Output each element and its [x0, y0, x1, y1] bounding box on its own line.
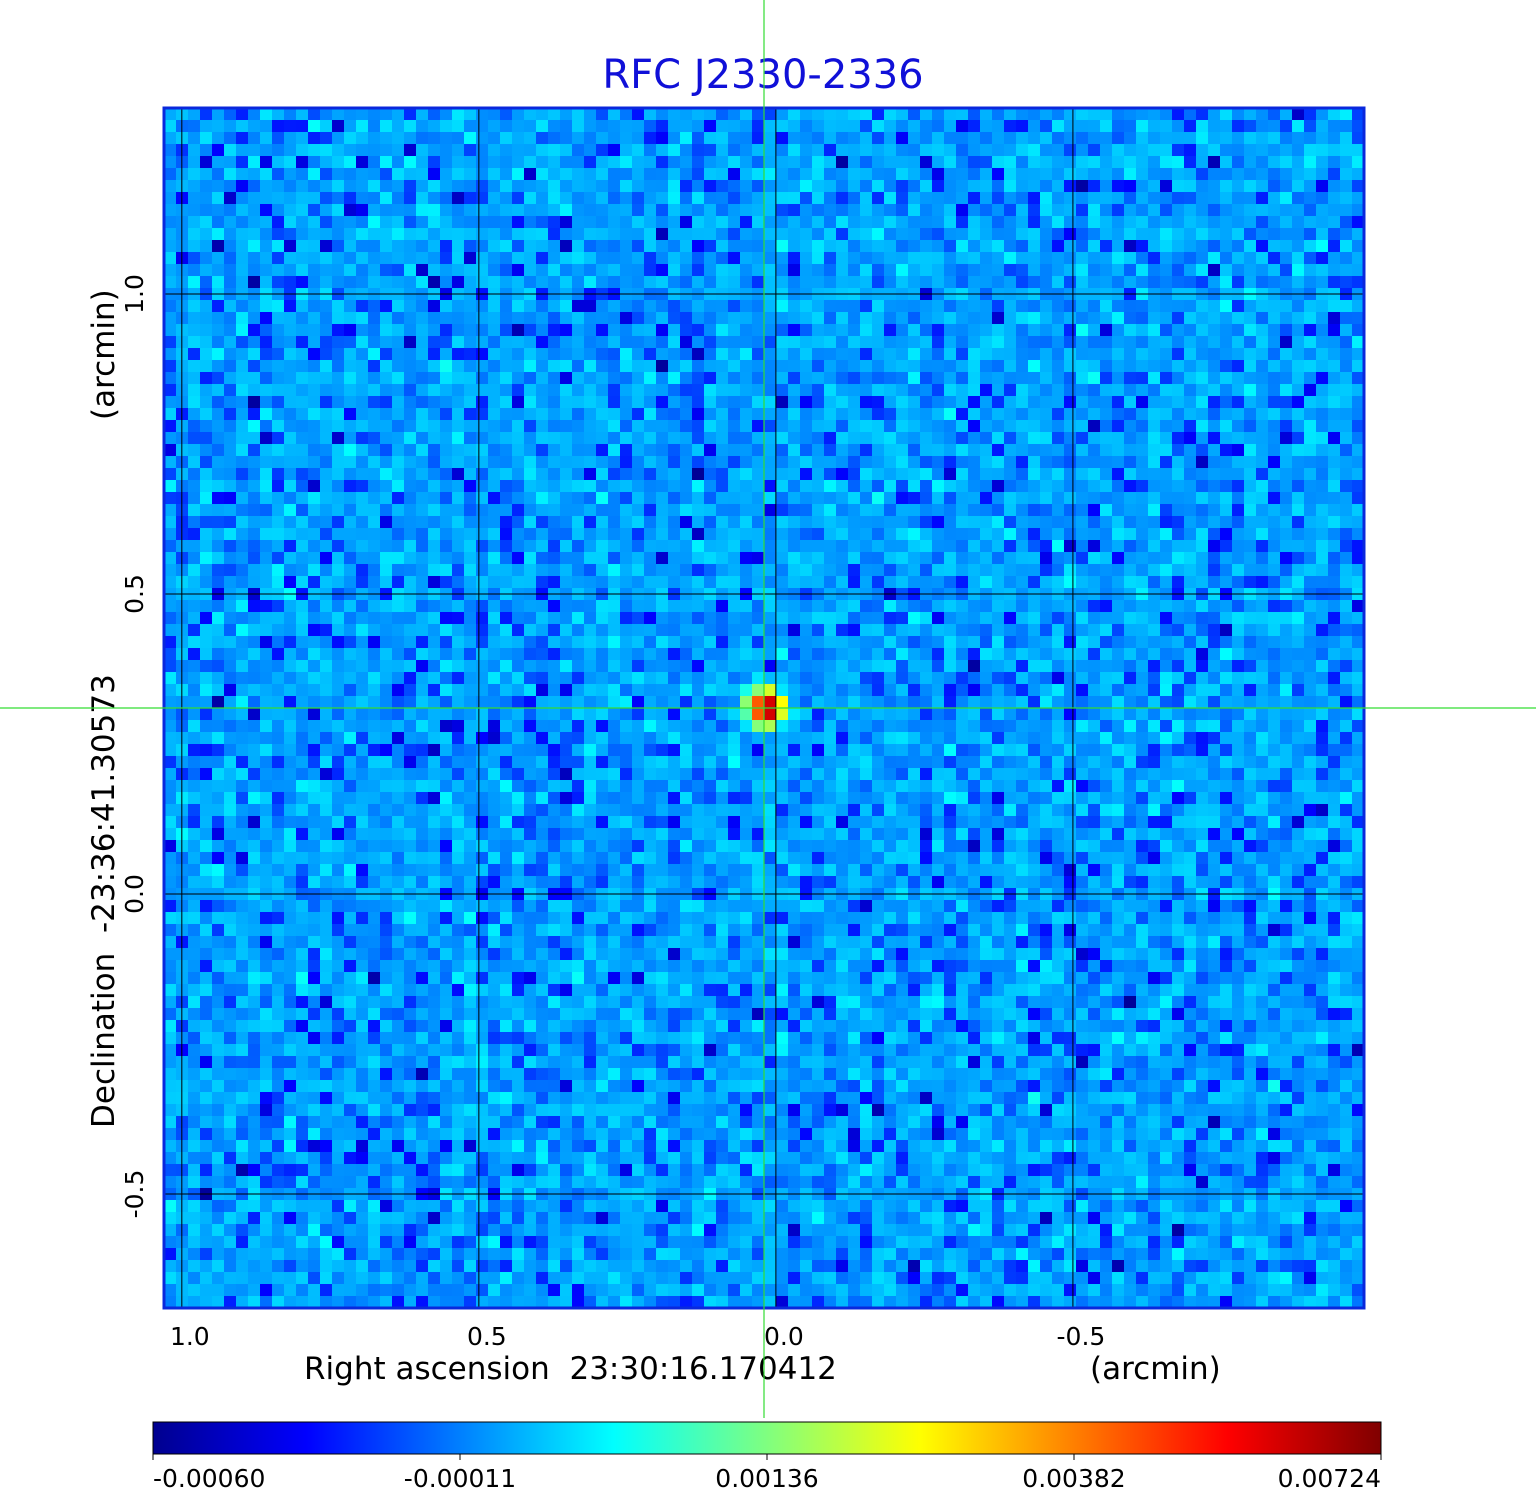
x-tick-label: -0.5: [1057, 1322, 1106, 1351]
colorbar-tick-label: -0.00011: [404, 1464, 516, 1493]
crosshair: [0, 0, 1536, 1418]
colorbar-tick-labels: -0.00060 -0.00011 0.00136 0.00382 0.00724: [152, 1454, 1382, 1493]
colorbar-tick-label: -0.00060: [153, 1464, 265, 1493]
colorbar-gradient: [152, 1421, 1382, 1455]
colorbar-tick-label: 0.00724: [1278, 1464, 1381, 1493]
y-axis-unit: (arcmin): [86, 289, 122, 420]
y-tick-label: -0.5: [120, 1170, 149, 1219]
x-tick-label: 0.0: [764, 1322, 804, 1351]
y-axis-label: Declination -23:36:41.30573: [86, 674, 122, 1128]
x-tick-label: 1.0: [170, 1322, 210, 1351]
x-tick-labels: 1.0 0.5 0.0 -0.5: [170, 1322, 1105, 1351]
y-tick-labels: 1.0 0.5 0.0 -0.5: [120, 274, 149, 1218]
colorbar-tick-label: 0.00136: [715, 1464, 818, 1493]
x-axis-unit: (arcmin): [1090, 1351, 1221, 1387]
x-axis-label: Right ascension 23:30:16.170412: [304, 1351, 837, 1387]
colorbar-tick-label: 0.00382: [1022, 1464, 1125, 1493]
y-tick-label: 0.0: [120, 874, 149, 914]
chart-title: RFC J2330-2336: [602, 52, 923, 98]
y-tick-label: 1.0: [120, 274, 149, 314]
y-tick-label: 0.5: [120, 574, 149, 614]
x-tick-label: 0.5: [467, 1322, 507, 1351]
colorbar: -0.00060 -0.00011 0.00136 0.00382 0.00724: [152, 1421, 1382, 1493]
